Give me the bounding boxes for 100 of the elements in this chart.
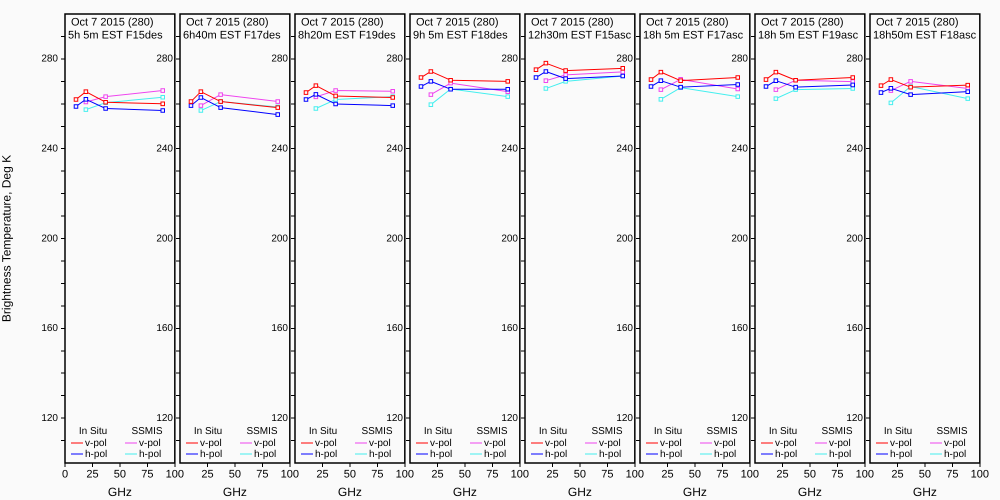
x-tick-label: 25: [431, 468, 444, 481]
y-tick-label: 240: [731, 143, 748, 154]
x-tick-label: 100: [740, 468, 760, 481]
annotation: SSMIS: [706, 426, 738, 437]
chart-title: Oct 7 2015 (280): [186, 16, 269, 29]
legend-label: v-pol: [545, 438, 567, 449]
y-tick-label: 120: [41, 412, 58, 424]
text: 18h50m EST F18asc: [873, 30, 977, 42]
legend-label: v-pol: [599, 438, 621, 449]
x-tick-label: 75: [141, 468, 154, 481]
x-tick-label: 25: [891, 468, 904, 481]
y-axis-title: Brightness Temperature, Deg K: [0, 154, 14, 322]
y-tick-label: 200: [501, 233, 518, 244]
legend-label: v-pol: [254, 438, 276, 449]
x-tick-label: 25: [546, 468, 559, 481]
y-tick-label: 160: [386, 323, 404, 334]
x-axis-title: GHz: [568, 485, 592, 500]
y-tick-label: 240: [156, 143, 174, 154]
legend-label: v-pol: [484, 438, 506, 449]
annotation: In Situ: [884, 426, 912, 437]
y-tick-label: 160: [41, 323, 58, 334]
x-axis-title: GHz: [912, 485, 937, 500]
y-tick-label: 120: [501, 412, 518, 424]
chart-title: Oct 7 2015 (280): [301, 16, 384, 29]
legend-label: v-pol: [369, 438, 391, 449]
y-tick-label: 200: [41, 233, 58, 244]
annotation: SSMIS: [476, 426, 508, 437]
y-tick-label: 240: [501, 143, 518, 154]
y-tick-label: 200: [616, 233, 634, 244]
chart-title: Oct 7 2015 (280): [71, 16, 154, 29]
annotation: In Situ: [654, 426, 682, 437]
annotation: SSMIS: [591, 426, 623, 437]
legend-label: h-pol: [829, 448, 852, 460]
legend-label: h-pol: [714, 448, 736, 460]
annotation: SSMIS: [821, 426, 853, 437]
x-axis-title: GHz: [338, 485, 362, 500]
annotation: In Situ: [768, 426, 798, 437]
y-tick-label: 160: [156, 323, 174, 334]
x-tick-label: 50: [918, 468, 932, 481]
y-tick-label: 240: [271, 143, 288, 154]
y-tick-label: 240: [41, 143, 58, 154]
chart-title: Oct 7 2015 (280): [876, 16, 959, 29]
y-tick-label: 200: [731, 233, 748, 244]
y-tick-label: 200: [386, 233, 404, 244]
text: 12h30m EST F15asc: [528, 30, 632, 42]
x-tick-label: 75: [831, 468, 844, 481]
y-tick-label: 120: [386, 412, 404, 424]
annotation: In Situ: [308, 426, 338, 437]
x-tick-label: 100: [856, 468, 874, 481]
annotation: SSMIS: [131, 426, 163, 437]
legend-label: h-pol: [775, 448, 798, 460]
chart-title: Oct 7 2015 (280): [761, 16, 844, 29]
legend-label: h-pol: [430, 448, 452, 460]
x-tick-label: 50: [228, 468, 242, 481]
text: 18h 5m EST F19asc: [758, 30, 859, 42]
chart-title: Oct 7 2015 (280): [646, 16, 729, 29]
text: 8h20m EST F19des: [298, 30, 396, 42]
x-tick-label: 25: [661, 468, 674, 481]
y-tick-label: 280: [846, 54, 864, 65]
y-tick-label: 120: [731, 412, 748, 424]
legend-label: h-pol: [200, 448, 222, 460]
y-tick-label: 280: [386, 54, 404, 65]
annotation: In Situ: [78, 426, 108, 437]
x-axis-title: GHz: [682, 485, 707, 500]
x-tick-label: 100: [510, 468, 530, 481]
x-tick-label: 50: [458, 468, 472, 481]
y-tick-label: 160: [501, 323, 518, 334]
annotation: SSMIS: [936, 426, 968, 437]
x-tick-label: 50: [344, 468, 356, 481]
x-tick-label: 100: [626, 468, 644, 481]
x-tick-label: 50: [688, 468, 702, 481]
y-tick-label: 120: [616, 412, 634, 424]
legend-label: v-pol: [775, 438, 797, 449]
legend-label: h-pol: [85, 448, 108, 460]
y-tick-label: 240: [386, 143, 404, 154]
x-tick-label: 75: [716, 468, 728, 481]
y-tick-label: 160: [616, 323, 634, 334]
annotation: In Situ: [194, 426, 222, 437]
legend-label: v-pol: [890, 438, 912, 449]
x-tick-label: 25: [201, 468, 214, 481]
y-tick-label: 240: [616, 143, 634, 154]
legend-label: v-pol: [430, 438, 452, 449]
legend-label: h-pol: [139, 448, 162, 460]
x-tick-label: 25: [316, 468, 329, 481]
x-tick-label: 0: [62, 468, 68, 481]
legend-label: h-pol: [545, 448, 568, 460]
legend-label: h-pol: [484, 448, 506, 460]
x-tick-label: 50: [574, 468, 586, 481]
chart-title: Oct 7 2015 (280): [416, 16, 499, 29]
y-tick-label: 160: [271, 323, 288, 334]
x-tick-label: 25: [776, 468, 789, 481]
annotation: SSMIS: [246, 426, 278, 437]
legend-label: h-pol: [599, 448, 622, 460]
x-tick-label: 75: [256, 468, 268, 481]
annotation: In Situ: [538, 426, 568, 437]
y-tick-label: 280: [731, 54, 748, 65]
y-tick-label: 280: [41, 54, 58, 65]
y-tick-label: 280: [616, 54, 634, 65]
y-tick-label: 280: [156, 54, 174, 65]
x-tick-label: 100: [166, 468, 184, 481]
